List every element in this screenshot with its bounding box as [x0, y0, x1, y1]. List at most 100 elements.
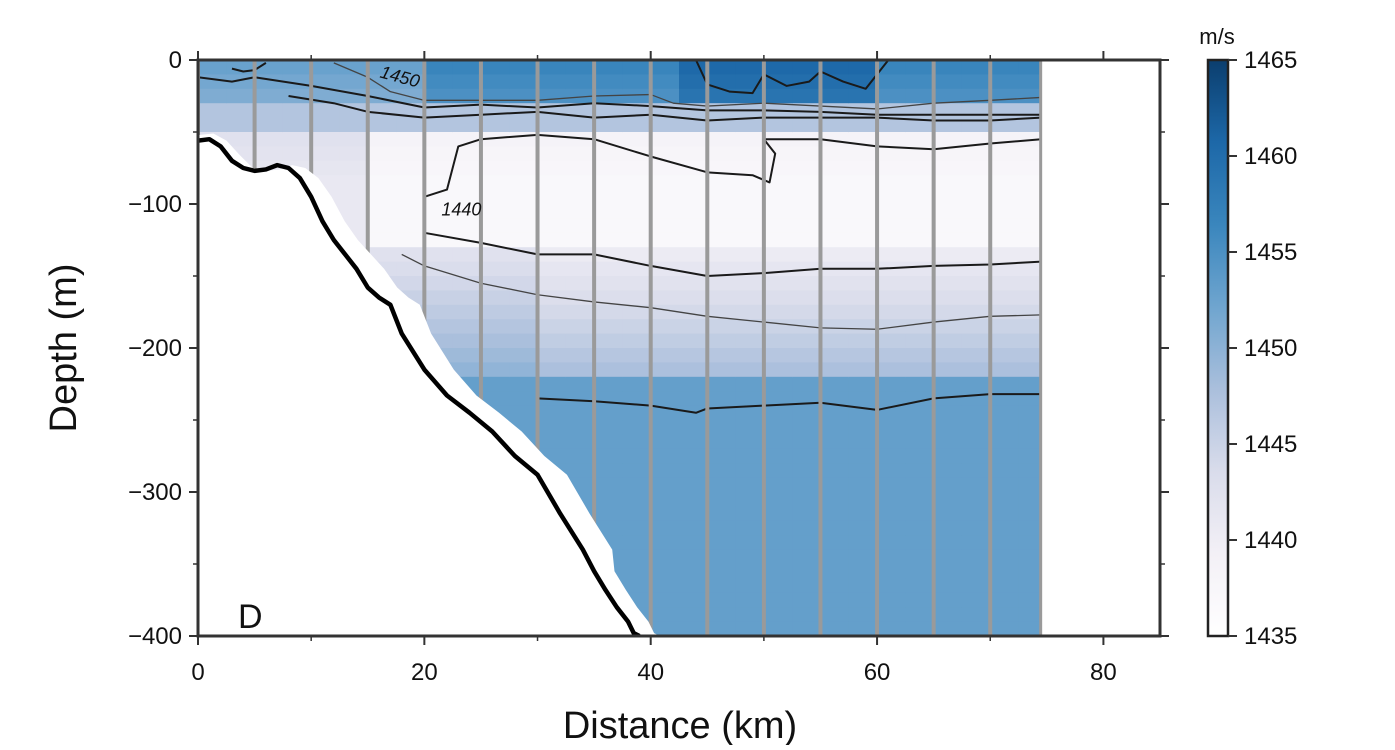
field-cell	[763, 232, 793, 248]
bathymetry-line	[198, 136, 641, 636]
field-cell	[198, 74, 227, 90]
field-cell	[792, 88, 822, 104]
field-cell	[990, 621, 1020, 636]
field-cell	[679, 204, 708, 219]
field-cell	[763, 376, 793, 392]
field-cell	[565, 103, 595, 119]
field-cell	[565, 276, 595, 291]
field-cell	[311, 117, 341, 133]
field-cell	[1018, 247, 1042, 263]
field-cell	[933, 564, 963, 579]
field-cell	[933, 132, 963, 147]
field-cell	[594, 492, 624, 507]
field-cell	[594, 348, 624, 363]
field-cell	[990, 261, 1020, 277]
field-cell	[877, 304, 906, 320]
field-cell	[1018, 376, 1042, 392]
field-cell	[1018, 535, 1042, 551]
field-cell	[679, 74, 708, 90]
field-cell	[961, 247, 991, 263]
field-cell	[424, 60, 454, 75]
field-cell	[594, 304, 624, 320]
field-cell	[961, 621, 991, 636]
field-cell	[679, 103, 708, 119]
field-cell	[990, 520, 1020, 536]
field-cell	[679, 132, 708, 147]
field-cell	[565, 132, 595, 147]
field-cell	[1018, 60, 1042, 75]
field-cell	[848, 189, 878, 205]
field-cell	[990, 189, 1020, 205]
field-cell	[707, 535, 737, 551]
field-cell	[1018, 204, 1042, 219]
field-cell	[961, 60, 991, 75]
field-cell	[961, 376, 991, 392]
field-cell	[452, 261, 482, 277]
field-cell	[735, 506, 765, 522]
field-cell	[650, 520, 680, 536]
field-cell	[990, 175, 1020, 191]
field-cell	[848, 60, 878, 75]
field-cell	[961, 549, 991, 565]
field-cell	[820, 578, 850, 594]
field-cell	[763, 391, 793, 407]
field-cell	[311, 146, 341, 162]
field-cell	[933, 290, 963, 306]
field-cell	[537, 376, 567, 392]
field-cell	[594, 506, 624, 522]
field-cell	[735, 60, 765, 75]
field-cell	[820, 477, 850, 493]
field-cell	[424, 117, 454, 133]
field-cell	[282, 146, 312, 162]
colorbar	[1206, 58, 1230, 638]
field-cell	[622, 520, 652, 536]
field-cell	[650, 362, 680, 378]
field-cell	[650, 535, 680, 551]
field-cell	[1018, 333, 1042, 349]
field-cell	[537, 189, 567, 205]
x-tick-label: 40	[637, 659, 664, 686]
field-cell	[622, 160, 652, 176]
field-cell	[480, 391, 510, 407]
x-tick-label: 80	[1090, 659, 1117, 686]
field-cell	[877, 276, 906, 291]
field-cell	[961, 362, 991, 378]
field-cell	[650, 204, 680, 219]
field-cell	[990, 88, 1020, 104]
field-cell	[480, 88, 510, 104]
field-cell	[650, 578, 680, 594]
field-cell	[650, 420, 680, 435]
field-cell	[367, 74, 397, 90]
field-cell	[707, 175, 737, 191]
field-cell	[905, 218, 935, 234]
field-cell	[622, 232, 652, 248]
field-cell	[792, 304, 822, 320]
field-cell	[735, 362, 765, 378]
field-cell	[763, 607, 793, 623]
colorbar-unit-label: m/s	[1199, 24, 1234, 49]
field-cell	[961, 74, 991, 90]
field-cell	[452, 146, 482, 162]
field-cell	[763, 319, 793, 335]
field-cell	[622, 434, 652, 450]
no-data-region	[1042, 60, 1160, 636]
field-cell	[905, 319, 935, 335]
field-cell	[933, 304, 963, 320]
field-cell	[961, 535, 991, 551]
field-cell	[990, 448, 1020, 464]
contour-line	[424, 133, 1042, 198]
field-cell	[282, 88, 312, 104]
field-cell	[594, 477, 624, 493]
field-cell	[763, 520, 793, 536]
field-cell	[1018, 218, 1042, 234]
field-cell	[452, 189, 482, 205]
field-cell	[707, 232, 737, 248]
field-cell	[877, 146, 906, 162]
field-cell	[480, 348, 510, 363]
field-cell	[990, 60, 1020, 75]
field-cell	[254, 103, 284, 119]
field-cell	[990, 578, 1020, 594]
field-cell	[961, 420, 991, 435]
field-cell	[820, 189, 850, 205]
field-cell	[537, 434, 567, 450]
